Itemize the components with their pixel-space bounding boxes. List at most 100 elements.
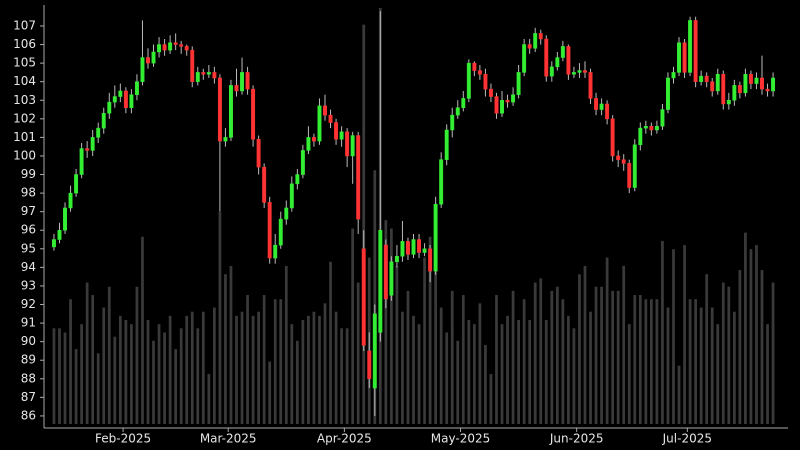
y-tick-label: 92 (21, 297, 36, 311)
candle-body (649, 126, 654, 131)
candle-body (79, 148, 84, 175)
y-tick-label: 88 (21, 371, 36, 385)
y-tick-label: 101 (13, 130, 36, 144)
y-tick-label: 89 (21, 353, 36, 367)
candle-body (710, 81, 715, 92)
volume-bar (373, 170, 377, 424)
volume-bar (539, 278, 543, 424)
candle-body (118, 90, 123, 97)
volume-bar (428, 236, 432, 424)
candle-body (411, 239, 416, 255)
volume-bar (744, 232, 747, 424)
candle-body (361, 248, 366, 346)
volume-bar (235, 315, 238, 424)
candle-body (306, 137, 311, 151)
candle-body (245, 72, 250, 90)
y-tick-label: 104 (13, 74, 36, 88)
candle-body (566, 46, 571, 75)
volume-bar (478, 303, 482, 424)
y-tick-label: 97 (21, 204, 36, 218)
volume-bar (406, 290, 410, 424)
volume-bar (705, 274, 709, 424)
volume-bar (52, 328, 56, 424)
volume-bar (727, 286, 731, 424)
volume-bar (174, 349, 178, 424)
volume-bar (185, 315, 189, 424)
volume-bar (362, 24, 366, 424)
y-tick-label: 100 (13, 148, 36, 162)
candle-body (654, 126, 659, 131)
volume-bar (755, 245, 758, 424)
candle-body (461, 98, 466, 108)
candle-body (538, 33, 543, 40)
candle-body (134, 81, 139, 95)
candle-body (367, 350, 372, 380)
y-tick-label: 95 (21, 241, 36, 255)
volume-bar (522, 299, 526, 424)
candle-body (173, 42, 178, 45)
candle-body (157, 44, 162, 53)
candle-body (627, 163, 632, 188)
volume-bar (135, 286, 139, 424)
volume-bar (229, 265, 233, 424)
candle-body (68, 192, 73, 209)
y-tick-label: 96 (21, 223, 36, 237)
volume-bar (141, 236, 144, 424)
candle-body (693, 20, 698, 82)
volume-bar (445, 332, 449, 424)
candle-body (201, 72, 206, 75)
candle-body (256, 139, 261, 168)
volume-bar (589, 311, 592, 424)
volume-bar (567, 315, 570, 424)
y-tick-label: 105 (13, 56, 36, 70)
x-tick-label: Apr-2025 (317, 432, 372, 446)
candle-body (96, 127, 101, 138)
volume-bar (672, 249, 675, 424)
candle-body (229, 85, 233, 138)
volume-bar (218, 211, 222, 424)
candle-layer (51, 11, 776, 416)
volume-bar (461, 295, 465, 424)
volume-bar (721, 282, 725, 424)
candle-body (240, 72, 244, 92)
volume-bar (124, 320, 128, 424)
candle-body (63, 207, 67, 231)
volume-bar (224, 274, 227, 424)
volume-bar (257, 311, 260, 424)
candle-body (206, 72, 211, 75)
candle-body (372, 313, 377, 389)
candle-body (616, 155, 621, 160)
candle-body (168, 42, 173, 51)
x-tick-label: May-2025 (431, 432, 490, 446)
candle-body (527, 44, 532, 49)
volume-bar (594, 286, 598, 424)
candle-body (638, 127, 643, 146)
volume-bar (69, 299, 72, 424)
volume-bar (417, 324, 421, 424)
volume-bar (196, 328, 200, 424)
volume-bar (605, 257, 609, 424)
volume-bar (251, 315, 255, 424)
candle-body (765, 88, 770, 92)
volume-bar (395, 265, 399, 424)
volume-bar (146, 320, 150, 424)
candle-body (400, 241, 405, 257)
volume-bar (262, 295, 266, 424)
volume-bar (555, 286, 559, 424)
volume-bar (578, 274, 581, 424)
volume-bar (351, 228, 355, 424)
candle-body (129, 94, 134, 108)
candle-body (162, 44, 167, 51)
y-tick-label: 98 (21, 186, 36, 200)
volume-bar (290, 324, 294, 424)
candle-body (444, 129, 449, 160)
volume-bar (295, 340, 299, 424)
volume-bar (345, 328, 349, 424)
candle-body (466, 62, 471, 99)
candle-body (394, 255, 399, 263)
candle-body (544, 38, 549, 77)
candle-body (555, 57, 560, 68)
volume-bar (528, 320, 532, 424)
candle-body (494, 96, 499, 114)
